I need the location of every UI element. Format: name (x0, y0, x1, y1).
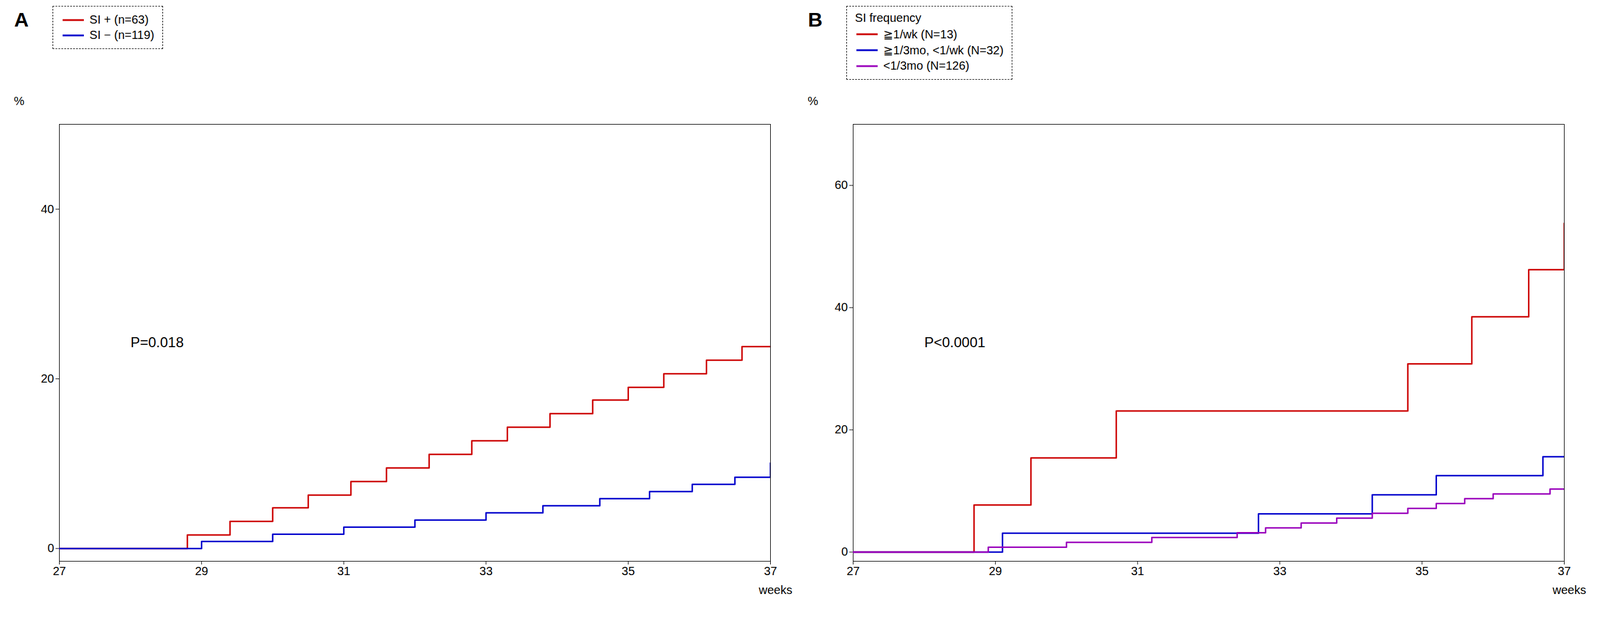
html-text:SI − (n=119): SI − (n=119) (89, 28, 155, 42)
svg-text:weeks: weeks (758, 583, 793, 597)
svg-text:33: 33 (479, 564, 493, 578)
svg-text:31: 31 (337, 564, 351, 578)
html-text:SI frequency: SI frequency (854, 11, 922, 25)
svg-text:29: 29 (194, 564, 208, 578)
svg-text:37: 37 (1557, 564, 1571, 578)
html-text:B: B (807, 8, 823, 31)
svg-text:%: % (807, 94, 819, 108)
svg-text:35: 35 (621, 564, 635, 578)
svg-text:40: 40 (834, 300, 848, 314)
html-text:A: A (14, 8, 29, 31)
svg-text:60: 60 (834, 178, 848, 192)
svg-text:27: 27 (52, 564, 66, 578)
svg-text:0: 0 (47, 541, 54, 555)
svg-text:%: % (14, 94, 25, 108)
svg-text:20: 20 (40, 372, 54, 386)
svg-text:31: 31 (1131, 564, 1145, 578)
svg-text:20: 20 (834, 422, 848, 436)
svg-text:P=0.018: P=0.018 (130, 334, 184, 351)
svg-text:33: 33 (1273, 564, 1287, 578)
svg-text:27: 27 (846, 564, 860, 578)
svg-text:29: 29 (988, 564, 1002, 578)
html-text:≧1/wk (N=13): ≧1/wk (N=13) (883, 27, 958, 41)
html-text:SI + (n=63): SI + (n=63) (89, 12, 149, 26)
svg-text:35: 35 (1415, 564, 1429, 578)
html-text:<1/3mo (N=126): <1/3mo (N=126) (883, 59, 970, 73)
svg-text:P<0.0001: P<0.0001 (924, 334, 986, 351)
svg-text:weeks: weeks (1552, 583, 1587, 597)
svg-text:37: 37 (763, 564, 777, 578)
svg-text:0: 0 (841, 545, 848, 559)
html-text:≧1/3mo, <1/wk (N=32): ≧1/3mo, <1/wk (N=32) (883, 43, 1004, 57)
svg-text:40: 40 (40, 202, 54, 216)
